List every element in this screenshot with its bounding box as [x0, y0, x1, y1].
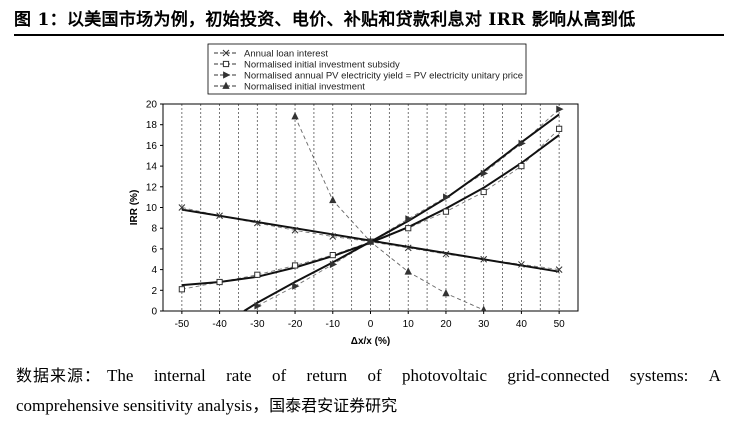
y-tick-label: 14: [146, 162, 158, 173]
legend-entry-label: Normalised initial investment subsidy: [244, 60, 400, 71]
legend-swatch-marker: [222, 49, 230, 57]
series-2-data-line: [181, 128, 560, 290]
series-2-point: [216, 278, 223, 286]
source-institution: 国泰君安证券研究: [269, 396, 398, 415]
source-line-2: comprehensive sensitivity analysis，国泰君安证…: [16, 391, 721, 421]
series-1-point: [480, 255, 488, 263]
figure-title: 图 1：以美国市场为例，初始投资、电价、补贴和贷款利息对 IRR 影响从高到低: [14, 9, 636, 30]
x-tick-label: -20: [288, 319, 303, 330]
source-word: return: [306, 366, 348, 385]
x-axis-title: Δx/x (%): [351, 336, 390, 347]
source-citation-text: comprehensive sensitivity analysis，: [16, 396, 270, 415]
legend-swatch-marker: [223, 71, 231, 79]
series-4-point: [442, 289, 450, 297]
y-tick-label: 12: [146, 182, 158, 193]
y-tick-label: 18: [146, 120, 158, 131]
series-1-point: [442, 250, 450, 258]
source-word: grid-connected: [507, 366, 610, 385]
legend-swatch-marker: [222, 81, 230, 89]
series-2-point: [329, 252, 336, 259]
y-tick-label: 10: [146, 203, 158, 214]
y-tick-label: 6: [151, 244, 157, 255]
series-1-point: [329, 233, 337, 240]
series-2-point: [518, 163, 525, 170]
source-citation-words: The internal rate of return of photovoltaic gri…: [107, 361, 721, 391]
series-1-point: [253, 219, 261, 227]
series-4-point: [404, 267, 412, 275]
y-tick-label: 0: [151, 307, 157, 318]
series-4-point: [480, 305, 487, 311]
x-tick-label: 50: [554, 319, 566, 330]
legend-entry-label: Annual loan interest: [244, 49, 328, 60]
series-3-data-line: [257, 108, 560, 307]
legend-entry-label: Normalised initial investment: [244, 82, 365, 93]
irr-sensitivity-chart: 0 2 4 6 8 10 12 14 16 18 20 -50 -40 -30 -20 -10 0 10 20 30 4…: [129, 43, 579, 347]
source-word: The: [107, 366, 134, 385]
y-tick-label: 16: [146, 141, 158, 152]
series-2-point: [480, 188, 487, 196]
figure-header: 图 1：以美国市场为例，初始投资、电价、补贴和贷款利息对 IRR 影响从高到低: [14, 0, 724, 36]
source-word: photovoltaic: [402, 366, 488, 385]
x-tick-label: -30: [250, 319, 265, 330]
series-3-point: [329, 260, 338, 269]
series-3-point: [292, 282, 300, 290]
plot-frame: [162, 103, 579, 312]
series-4-point: [329, 195, 337, 204]
series-1-point: [216, 212, 223, 220]
source-word: systems:: [629, 366, 689, 385]
series-4-data-line: [294, 116, 484, 311]
series-3-fit-line: [243, 113, 560, 311]
source-word: rate: [226, 366, 252, 385]
series-3-point: [405, 215, 413, 223]
source-word: internal: [153, 366, 206, 385]
x-tick-label: 30: [478, 319, 490, 330]
series-3-point: [254, 302, 262, 310]
series-1-point: [178, 204, 186, 211]
y-tick-label: 8: [151, 224, 157, 235]
series-2-point: [405, 225, 412, 232]
series-1-point: [518, 261, 525, 268]
series-2-point: [178, 286, 185, 293]
series-2-point: [291, 262, 299, 269]
y-axis-title: IRR (%): [129, 190, 140, 226]
x-tick-label: 10: [403, 319, 415, 330]
series-1-point: [555, 266, 563, 273]
source-word: of: [271, 366, 287, 385]
y-tick-label: 20: [146, 100, 158, 111]
series-3-point: [518, 139, 526, 147]
series-2-point: [556, 125, 563, 132]
y-tick-label: 2: [151, 286, 157, 297]
source-word: of: [367, 366, 382, 385]
series-3-point: [556, 105, 564, 113]
source-line-1: 数据来源： The internal rate of return of photovolt…: [16, 361, 721, 391]
source-label: 数据来源：: [16, 366, 102, 385]
legend-swatch-marker: [222, 60, 230, 68]
series-3-point: [480, 169, 489, 177]
series-4-point: [291, 112, 299, 120]
series-1-point: [404, 244, 412, 252]
x-tick-label: -40: [212, 319, 227, 330]
series-4-point: [366, 237, 375, 245]
series-2-point: [442, 208, 450, 215]
x-tick-label: 20: [440, 319, 452, 330]
x-tick-label: -50: [175, 319, 190, 330]
series-3-point: [443, 193, 451, 201]
x-tick-label: -10: [326, 319, 341, 330]
series-2-point: [254, 271, 261, 278]
legend-box: [207, 43, 527, 95]
y-tick-label: 4: [151, 265, 157, 276]
legend-entry-label: Normalised annual PV electricity yield =…: [244, 71, 523, 82]
x-tick-label: 40: [516, 319, 528, 330]
series-1-point: [291, 226, 299, 234]
x-tick-label: 0: [368, 319, 374, 330]
source-word: A: [708, 366, 721, 385]
